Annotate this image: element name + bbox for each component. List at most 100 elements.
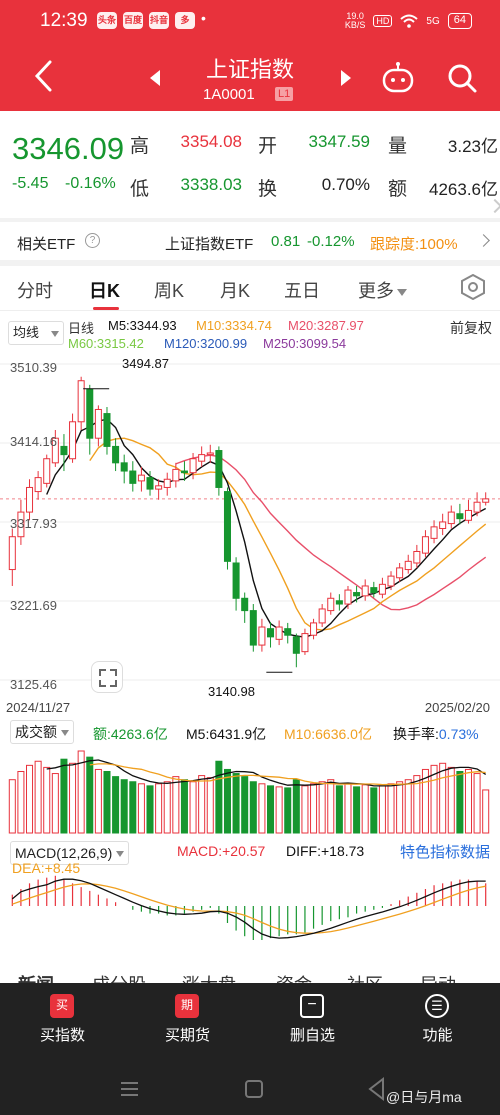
prev-stock-icon[interactable] — [150, 70, 160, 86]
ma60-value: M60:3315.42 — [68, 336, 144, 351]
turnover-rate: 0.73% — [438, 726, 479, 742]
question-icon[interactable]: ? — [85, 233, 100, 248]
volume-bar — [310, 783, 318, 834]
tab-constituents[interactable]: 成分股 — [92, 975, 146, 985]
volume-bar — [189, 781, 197, 834]
remove-watchlist-label: 删自选 — [289, 1027, 335, 1044]
futures-icon: 期 — [175, 994, 199, 1018]
system-back-icon[interactable] — [368, 1076, 384, 1102]
fullscreen-button[interactable] — [91, 661, 123, 693]
macd-indicator-selector[interactable]: MACD(12,26,9) — [10, 841, 130, 865]
expand-icon — [99, 669, 117, 687]
volume-bar — [232, 773, 240, 834]
volume-m10-line — [89, 763, 486, 786]
candle — [17, 511, 25, 538]
tab-more[interactable]: 更多 — [358, 277, 407, 303]
search-icon[interactable] — [446, 62, 478, 94]
tab-intraday[interactable]: 分时 — [17, 281, 53, 301]
watermark: @日与月ma — [386, 1089, 462, 1105]
next-stock-icon[interactable] — [341, 70, 351, 86]
buy-futures-button[interactable]: 期 买期货 — [125, 983, 250, 1053]
chevron-right-icon[interactable] — [487, 198, 500, 214]
volume-bar — [387, 783, 395, 834]
x-start-date: 2024/11/27 — [6, 700, 71, 715]
volume-bar — [327, 779, 335, 834]
divider — [0, 260, 500, 266]
buy-index-label: 买指数 — [39, 1027, 85, 1044]
candle — [51, 437, 59, 464]
ma-selector[interactable]: 均线 — [8, 321, 64, 345]
volume-bar — [43, 766, 51, 834]
volume-bar — [60, 758, 68, 834]
status-time: 12:39 — [40, 10, 88, 31]
tab-five-day[interactable]: 五日 — [284, 281, 320, 301]
tab-market[interactable]: 涨大盘 — [182, 975, 236, 985]
candle — [34, 477, 42, 493]
remove-watchlist-button[interactable]: − 删自选 — [250, 983, 375, 1053]
volume-m10: M10:6636.0亿 — [284, 726, 372, 742]
open-value: 3347.59 — [308, 132, 370, 151]
tab-news[interactable]: 新闻 — [18, 975, 54, 985]
volume-bar — [267, 785, 275, 834]
home-icon[interactable] — [245, 1080, 263, 1098]
quote-panel: 3346.09 -5.45 -0.16% 高 3354.08 开 3347.59… — [0, 111, 500, 218]
bottom-action-bar: 买 买指数 期 买期货 − 删自选 ☰ 功能 @日与月ma — [0, 983, 500, 1115]
tab-weekly-k[interactable]: 周K — [154, 281, 185, 301]
candle — [241, 597, 249, 612]
volume-bar — [94, 768, 102, 834]
price-change: -5.45 — [12, 175, 49, 192]
volume-bar — [353, 786, 361, 834]
tab-funds[interactable]: 资金 — [276, 975, 312, 985]
volume-bar — [344, 783, 352, 834]
candle — [396, 567, 404, 579]
tab-community[interactable]: 社区 — [347, 975, 383, 985]
candle — [464, 509, 472, 521]
macd-chart[interactable] — [0, 866, 500, 952]
chevron-down-icon — [116, 851, 125, 857]
robot-assistant-icon[interactable] — [381, 61, 415, 95]
turnover-selector[interactable]: 换手率:0.73% — [393, 724, 479, 744]
candle — [215, 450, 223, 488]
tab-daily-k[interactable]: 日K — [89, 281, 120, 301]
volume-bar — [292, 779, 300, 834]
adjust-mode[interactable]: 前复权 — [450, 320, 492, 336]
candle — [180, 470, 188, 474]
chevron-right-icon[interactable] — [477, 234, 490, 247]
dea-value: DEA:+8.45 — [12, 860, 81, 876]
candle — [439, 521, 447, 530]
chevron-down-icon — [51, 331, 59, 337]
tab-movements[interactable]: 异动 — [420, 975, 456, 985]
volume-chart[interactable] — [0, 745, 500, 835]
back-arrow-icon[interactable] — [30, 58, 58, 94]
candle — [232, 562, 240, 599]
feature-indicator-link[interactable]: 特色指标数据 — [399, 844, 490, 861]
settings-hexagon-icon[interactable] — [460, 274, 486, 300]
candle — [284, 628, 292, 636]
current-price: 3346.09 — [12, 131, 125, 166]
candle — [112, 445, 120, 464]
volume-indicator-selector[interactable]: 成交额 — [10, 720, 74, 744]
volume-bar — [137, 783, 145, 834]
recent-apps-icon[interactable] — [121, 1082, 138, 1096]
tab-monthly-k[interactable]: 月K — [220, 281, 251, 301]
etf-name[interactable]: 上证指数ETF — [165, 236, 254, 253]
candle — [223, 491, 231, 562]
volume-bar — [26, 764, 34, 834]
volume-m5-line — [46, 759, 487, 787]
candle — [60, 445, 68, 456]
related-etf-row[interactable]: 相关ETF ? 上证指数ETF 0.81 -0.12% 跟踪度:100% — [0, 222, 500, 260]
stock-code: 1A0001 — [203, 86, 255, 103]
low-label: 低 — [130, 179, 150, 200]
buy-icon: 买 — [50, 994, 74, 1018]
volume-bar — [215, 760, 223, 834]
functions-button[interactable]: ☰ 功能 — [375, 983, 500, 1053]
ma5-value: M5:3344.93 — [108, 318, 177, 333]
ma120-value: M120:3200.99 — [164, 336, 248, 351]
low-marker-label: 3140.98 — [208, 684, 255, 699]
kline-chart[interactable] — [0, 350, 500, 700]
volume-bar — [8, 779, 16, 834]
turnover-selector-label: 换手率: — [393, 726, 439, 742]
buy-index-button[interactable]: 买 买指数 — [0, 983, 125, 1053]
candle — [137, 474, 145, 482]
functions-label: 功能 — [422, 1027, 453, 1044]
